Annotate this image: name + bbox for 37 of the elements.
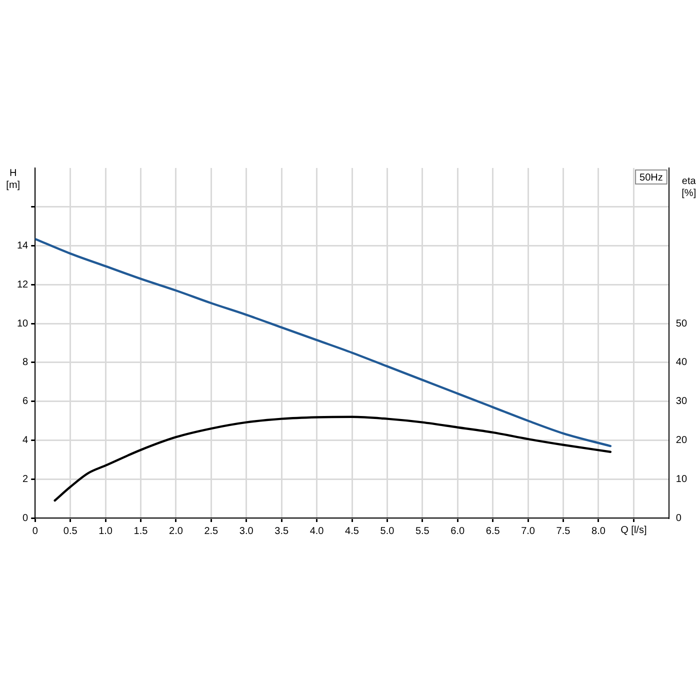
x-axis-title: Q [l/s]	[620, 524, 647, 536]
x-tick-label: 7.0	[521, 526, 536, 537]
x-tick-label: 4.0	[310, 526, 324, 537]
line-series	[54, 416, 612, 502]
x-tick-label: 2.5	[204, 526, 219, 537]
y-tick-label: 2	[22, 474, 29, 485]
x-tick-label: 7.5	[556, 526, 571, 537]
y-axis-title: H [m]	[6, 168, 20, 191]
y2-tick-label: 20	[676, 434, 688, 446]
x-tick-label: 5.5	[415, 526, 430, 537]
y-tick-label: 4	[22, 434, 29, 446]
x-tick-label: 2.0	[169, 526, 184, 537]
line-series	[35, 238, 612, 448]
y-tick-label: 12	[17, 279, 29, 290]
x-tick-label: 8.0	[592, 526, 606, 537]
x-tick-label: 0.5	[63, 526, 78, 537]
y2-tick-label: 30	[676, 396, 688, 408]
annotation: 50Hz	[640, 172, 663, 184]
x-tick-label: 1.5	[134, 526, 148, 537]
y2-axis-title: eta [%]	[682, 176, 696, 199]
x-tick-label: 3.5	[274, 526, 289, 537]
x-tick-label: 0	[32, 526, 38, 537]
y-tick-label: 8	[22, 357, 29, 368]
y2-tick-label: 40	[676, 357, 688, 368]
x-tick-label: 4.5	[345, 526, 360, 537]
x-tick-label: 6.0	[450, 526, 466, 537]
y2-tick-label: 10	[676, 474, 688, 485]
y2-tick-label: 50	[676, 318, 688, 330]
y-tick-label: 10	[17, 318, 29, 330]
y-tick-label: 14	[17, 240, 29, 252]
y2-tick-label: 0	[676, 512, 682, 524]
x-tick-label: 6.5	[486, 526, 500, 537]
x-tick-label: 3.0	[239, 526, 254, 537]
x-tick-label: 1.0	[98, 526, 113, 537]
x-tick-label: 5.0	[380, 526, 395, 537]
y-tick-label: 6	[22, 396, 29, 408]
y-tick-label: 0	[22, 512, 29, 524]
